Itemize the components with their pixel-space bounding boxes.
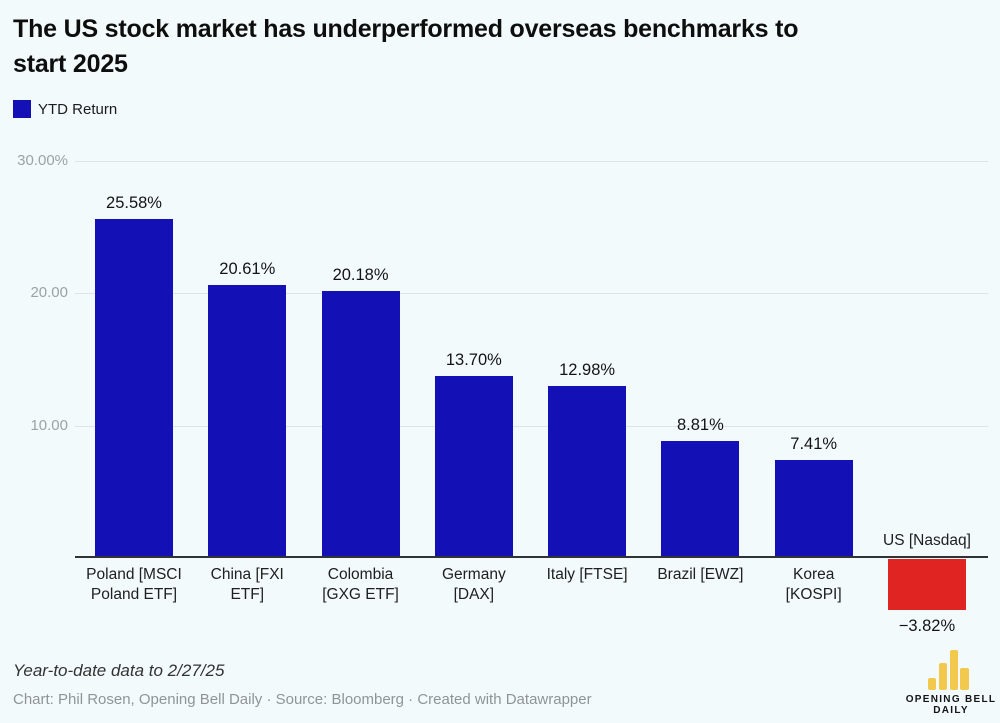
logo-text: OPENING BELL DAILY xyxy=(886,694,1000,716)
category-label-line: Poland [MSCI xyxy=(86,566,182,583)
bar-germany-dax xyxy=(434,376,513,558)
category-label-line: [DAX] xyxy=(453,586,495,603)
category-label-line: Italy [FTSE] xyxy=(546,566,628,583)
bar-china-fxi-etf xyxy=(208,284,287,558)
gridline-20 xyxy=(75,293,988,294)
category-label-line: Poland ETF] xyxy=(90,586,178,603)
category-label-line: [GXG ETF] xyxy=(322,586,399,603)
category-label-us-nasdaq: US [Nasdaq] xyxy=(867,531,987,551)
category-label-germany-dax: Germany [DAX] xyxy=(414,565,534,605)
page-title: The US stock market has underperformed o… xyxy=(13,12,973,82)
bar-italy-ftse xyxy=(548,386,627,558)
value-label-germany-dax: 13.70% xyxy=(445,351,502,370)
category-label-line: China [FXI xyxy=(210,566,284,583)
logo-text-line-2: DAILY xyxy=(933,705,969,716)
category-label-colombia-gxg-etf: Colombia [GXG ETF] xyxy=(301,565,421,605)
y-tick-label-20: 20.00 xyxy=(30,284,68,301)
category-label-korea-kospi: Korea [KOSPI] xyxy=(754,565,874,605)
value-label-brazil-ewz: 8.81% xyxy=(676,416,724,435)
value-label-poland-msci-poland-etf: 25.58% xyxy=(106,194,162,213)
category-label-line: Brazil [EWZ] xyxy=(657,566,744,583)
logo-bar-3 xyxy=(949,650,958,690)
page-title-line-2: start 2025 xyxy=(13,50,128,78)
logo-bar-1 xyxy=(928,678,937,690)
legend-label: YTD Return xyxy=(38,100,118,118)
legend: YTD Return xyxy=(13,100,117,118)
category-label-line: US [Nasdaq] xyxy=(883,532,971,549)
bar-poland-msci-poland-etf xyxy=(95,219,173,558)
category-label-china-fxi-etf: China [FXI ETF] xyxy=(187,565,307,605)
y-tick-label-10: 10.00 xyxy=(30,416,68,434)
bar-us-nasdaq xyxy=(887,559,966,610)
bar-brazil-ewz xyxy=(661,441,740,558)
value-label-colombia-gxg-etf: 20.18% xyxy=(332,265,389,284)
footer-byline: Chart: Phil Rosen, Opening Bell Daily · … xyxy=(13,691,592,708)
value-label-us-nasdaq: −3.82% xyxy=(898,616,956,635)
category-label-italy-ftse: Italy [FTSE] xyxy=(527,565,647,585)
footer-note: Year-to-date data to 2/27/25 xyxy=(13,661,225,680)
y-tick-label-30: 30.00% xyxy=(17,151,68,169)
page-title-line-1: The US stock market has underperformed o… xyxy=(13,15,799,43)
category-label-line: [KOSPI] xyxy=(785,586,842,603)
gridline-10 xyxy=(75,425,988,427)
category-label-poland-msci-poland-etf: Poland [MSCI Poland ETF] xyxy=(74,565,194,605)
logo-bar-4 xyxy=(960,668,969,690)
gridline-30 xyxy=(75,160,988,162)
category-label-line: ETF] xyxy=(230,586,265,603)
bar-korea-kospi xyxy=(774,459,853,558)
x-axis-baseline xyxy=(75,556,988,558)
category-label-brazil-ewz: Brazil [EWZ] xyxy=(640,565,760,585)
category-label-line: Germany xyxy=(441,566,506,583)
logo-text-line-1: OPENING BELL xyxy=(905,694,997,705)
value-label-china-fxi-etf: 20.61% xyxy=(219,259,276,278)
value-label-korea-kospi: 7.41% xyxy=(790,434,838,453)
bar-colombia-gxg-etf xyxy=(321,290,400,558)
logo-bar-2 xyxy=(938,663,948,690)
category-label-line: Colombia xyxy=(327,566,394,583)
value-label-italy-ftse: 12.98% xyxy=(559,361,616,379)
legend-swatch xyxy=(13,100,31,118)
category-label-line: Korea xyxy=(792,566,835,583)
